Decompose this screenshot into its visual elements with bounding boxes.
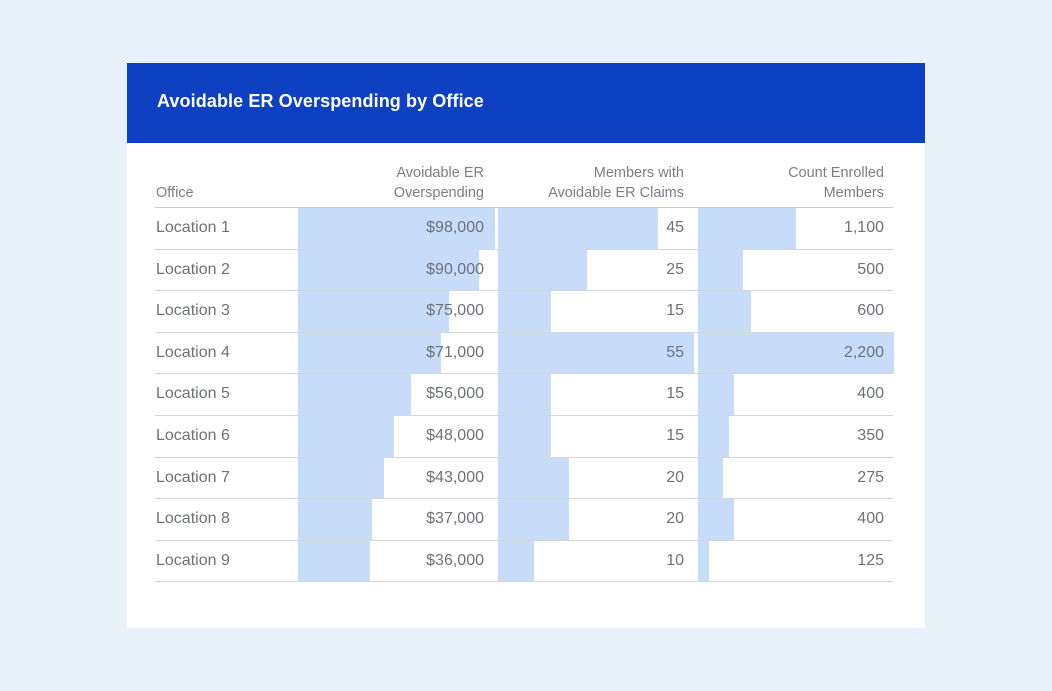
enrolled-value: 125 [857, 552, 884, 570]
table-row: Location 8 $37,000 20 400 [155, 499, 893, 541]
table-row: Location 3 $75,000 15 600 [155, 291, 893, 333]
overspending-value: $90,000 [426, 261, 484, 279]
members-value: 15 [666, 385, 684, 403]
members-bar [498, 250, 587, 291]
members-value: 15 [666, 427, 684, 445]
column-header-enrolled: Count Enrolled Members [713, 163, 884, 203]
enrolled-value: 400 [857, 385, 884, 403]
overspending-value: $36,000 [426, 552, 484, 570]
members-bar [498, 499, 569, 540]
office-name: Location 2 [156, 261, 230, 279]
office-name: Location 6 [156, 427, 230, 445]
office-name: Location 8 [156, 510, 230, 528]
enrolled-bar [698, 250, 743, 291]
office-name: Location 4 [156, 344, 230, 362]
members-bar [498, 416, 551, 457]
enrolled-bar [698, 291, 751, 332]
enrolled-value: 1,100 [844, 219, 884, 237]
enrolled-bar [698, 541, 709, 582]
members-bar [498, 374, 551, 415]
members-value: 45 [666, 219, 684, 237]
office-name: Location 5 [156, 385, 230, 403]
table-row: Location 2 $90,000 25 500 [155, 250, 893, 292]
overspending-value: $48,000 [426, 427, 484, 445]
table-row: Location 5 $56,000 15 400 [155, 374, 893, 416]
members-bar [498, 208, 658, 249]
overspending-bar [298, 499, 372, 540]
members-bar [498, 458, 569, 499]
members-value: 15 [666, 302, 684, 320]
table-row: Location 7 $43,000 20 275 [155, 458, 893, 500]
members-value: 25 [666, 261, 684, 279]
column-header-office: Office [156, 183, 194, 203]
office-name: Location 9 [156, 552, 230, 570]
overspending-value: $56,000 [426, 385, 484, 403]
members-bar [498, 541, 534, 582]
overspending-value: $43,000 [426, 469, 484, 487]
enrolled-value: 500 [857, 261, 884, 279]
row-divider [155, 581, 893, 582]
overspending-value: $98,000 [426, 219, 484, 237]
enrolled-bar [698, 458, 723, 499]
members-value: 55 [666, 344, 684, 362]
office-name: Location 3 [156, 302, 230, 320]
overspending-bar [298, 458, 384, 499]
card-title: Avoidable ER Overspending by Office [157, 91, 484, 112]
overspending-value: $71,000 [426, 344, 484, 362]
enrolled-bar [698, 499, 734, 540]
members-value: 20 [666, 469, 684, 487]
enrolled-bar [698, 374, 734, 415]
overspending-value: $37,000 [426, 510, 484, 528]
enrolled-value: 400 [857, 510, 884, 528]
table-row: Location 4 $71,000 55 2,200 [155, 333, 893, 375]
office-name: Location 1 [156, 219, 230, 237]
members-value: 20 [666, 510, 684, 528]
overspending-bar [298, 374, 411, 415]
enrolled-value: 350 [857, 427, 884, 445]
enrolled-value: 275 [857, 469, 884, 487]
overspending-bar [298, 541, 370, 582]
members-bar [498, 291, 551, 332]
table-row: Location 1 $98,000 45 1,100 [155, 208, 893, 250]
members-value: 10 [666, 552, 684, 570]
enrolled-bar [698, 416, 729, 457]
enrolled-value: 600 [857, 302, 884, 320]
members-bar [498, 333, 694, 374]
overspending-value: $75,000 [426, 302, 484, 320]
column-header-members: Members with Avoidable ER Claims [513, 163, 684, 203]
enrolled-bar [698, 208, 796, 249]
enrolled-value: 2,200 [844, 344, 884, 362]
overspending-bar [298, 416, 394, 457]
office-name: Location 7 [156, 469, 230, 487]
table-row: Location 6 $48,000 15 350 [155, 416, 893, 458]
card-header: Avoidable ER Overspending by Office [127, 63, 925, 143]
table-row: Location 9 $36,000 10 125 [155, 541, 893, 583]
overspending-bar [298, 333, 441, 374]
column-header-overspending: Avoidable ER Overspending [333, 163, 484, 203]
